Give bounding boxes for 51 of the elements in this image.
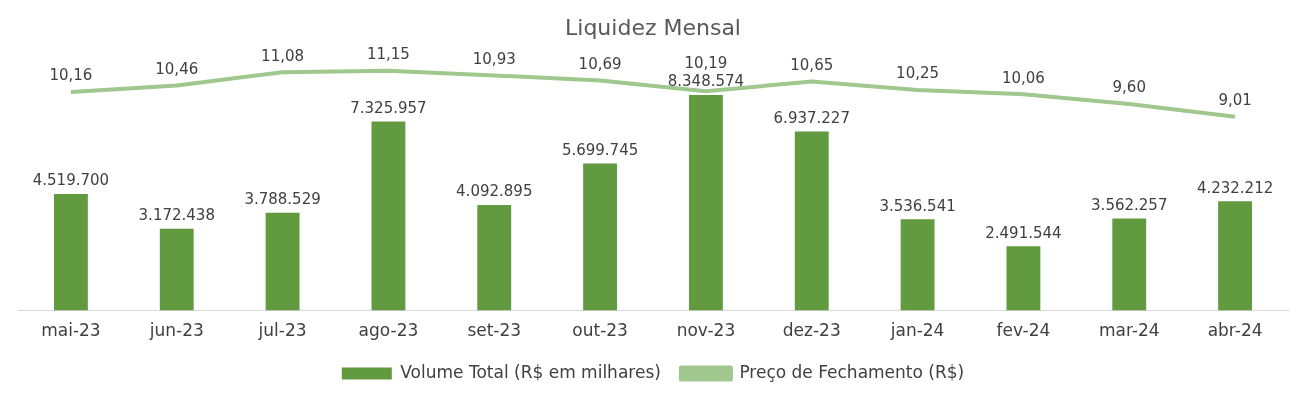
x-tick-label: fev-24 <box>996 320 1051 341</box>
data-label: 4.232.212 <box>1196 178 1274 197</box>
data-label: 3.172.438 <box>138 206 215 225</box>
data-label: 4.092.895 <box>456 182 533 201</box>
x-tick-label: abr-24 <box>1207 320 1263 341</box>
bar <box>1218 201 1253 311</box>
x-tick-label: out-23 <box>572 320 628 341</box>
data-label: 10,16 <box>49 66 93 85</box>
data-label: 3.788.529 <box>244 190 321 209</box>
bar <box>1006 246 1041 311</box>
x-tick-label: jul-23 <box>257 320 307 341</box>
data-label: 8.348.574 <box>667 72 745 91</box>
data-label: 9,01 <box>1218 91 1252 110</box>
data-label: 3.536.541 <box>879 196 956 215</box>
data-label: 10,06 <box>1001 68 1045 87</box>
data-label: 10,19 <box>684 54 728 73</box>
data-label: 6.937.227 <box>773 108 850 127</box>
x-tick-label: nov-23 <box>676 320 736 341</box>
data-label: 4.519.700 <box>32 171 110 190</box>
bar <box>583 163 618 311</box>
data-label: 10,93 <box>472 49 516 68</box>
data-label: 10,46 <box>155 59 199 78</box>
chart-title: Liquidez Mensal <box>565 14 741 40</box>
data-label: 10,69 <box>578 54 622 73</box>
x-tick-label: set-23 <box>467 320 522 341</box>
bar <box>265 212 300 311</box>
legend-label: Volume Total (R$ em milhares) <box>400 361 661 382</box>
data-label: 11,15 <box>366 45 410 64</box>
bar <box>688 95 723 311</box>
bar <box>371 121 406 311</box>
data-label: 3.562.257 <box>1091 196 1168 215</box>
bar <box>53 193 88 311</box>
bar <box>477 204 512 311</box>
x-tick-label: mai-23 <box>41 320 101 341</box>
x-tick-label: dez-23 <box>782 320 841 341</box>
bar <box>900 219 935 311</box>
bar <box>1112 218 1147 311</box>
data-label: 10,65 <box>790 55 834 74</box>
data-label: 2.491.544 <box>985 223 1062 242</box>
bar <box>794 131 829 311</box>
data-label: 11,08 <box>261 46 305 65</box>
x-tick-label: jun-23 <box>148 320 204 341</box>
legend-label: Preço de Fechamento (R$) <box>739 361 965 382</box>
data-label: 5.699.745 <box>561 140 639 159</box>
data-label: 9,60 <box>1112 78 1146 97</box>
x-tick-label: ago-23 <box>358 320 419 341</box>
bar <box>159 228 194 311</box>
x-tick-label: mar-24 <box>1098 320 1160 341</box>
data-label: 7.325.957 <box>350 98 427 117</box>
x-tick-label: jan-24 <box>889 320 945 341</box>
data-label: 10,25 <box>896 64 940 83</box>
